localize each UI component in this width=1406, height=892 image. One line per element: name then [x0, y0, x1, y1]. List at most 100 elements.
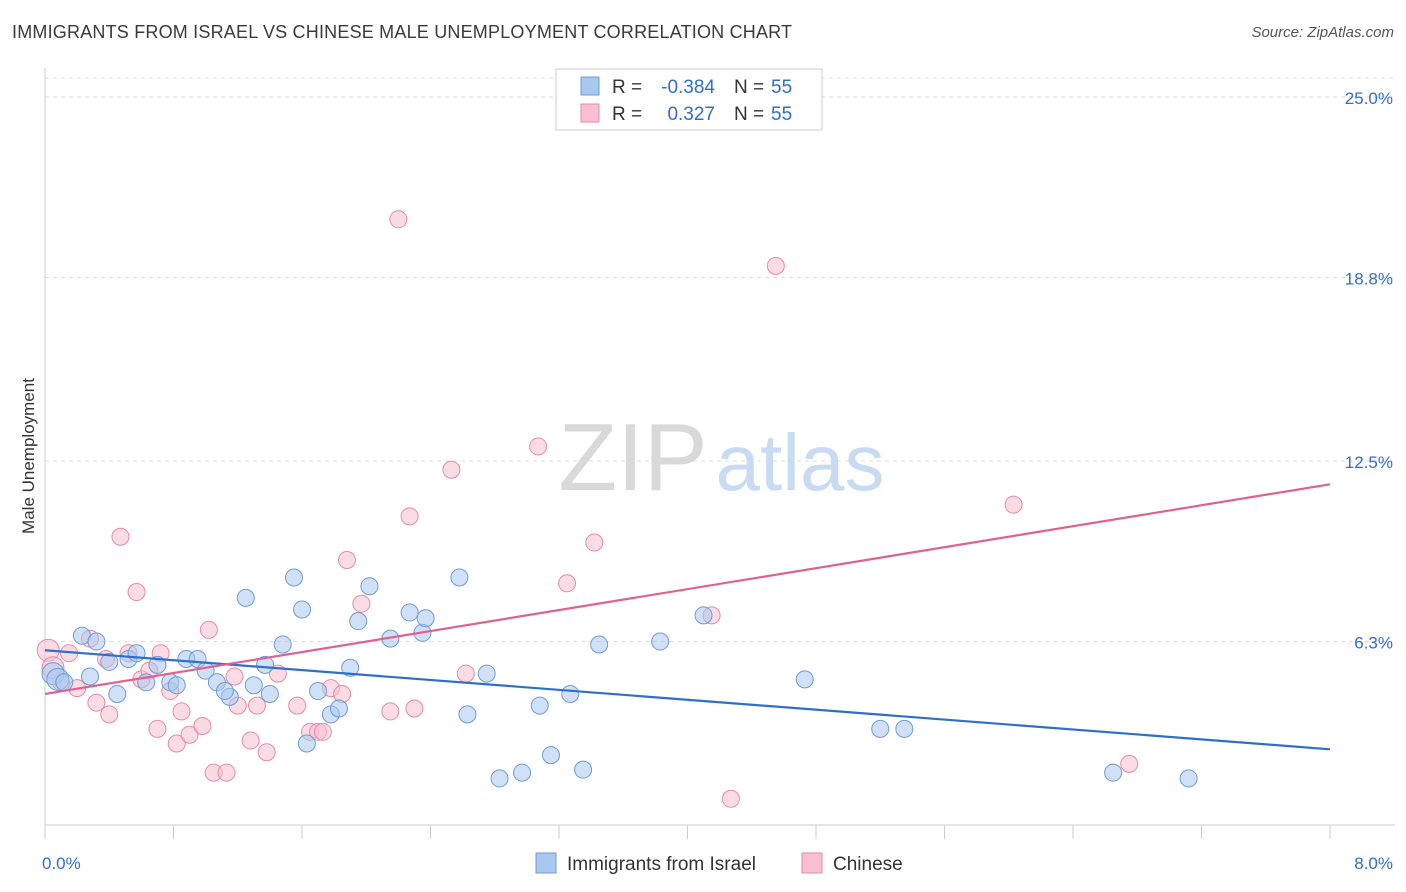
- chinese-point: [127, 583, 146, 602]
- chinese-point: [442, 460, 461, 479]
- israel-point: [450, 568, 469, 587]
- israel-point: [329, 699, 348, 718]
- israel-point: [400, 603, 419, 622]
- israel-point: [795, 670, 814, 689]
- israel-point: [309, 682, 328, 701]
- israel-point: [513, 763, 532, 782]
- chinese-point: [199, 620, 218, 639]
- israel-point: [871, 719, 890, 738]
- israel-point: [1104, 763, 1123, 782]
- chinese-point: [100, 705, 119, 724]
- israel-point: [1179, 769, 1198, 788]
- israel-point: [273, 635, 292, 654]
- israel-point: [541, 746, 560, 765]
- chinese-point: [405, 699, 424, 718]
- stats-israel-n-label: N =: [734, 77, 764, 98]
- israel-point: [236, 588, 255, 607]
- y-axis-label: Male Unemployment: [19, 378, 38, 534]
- legend-israel-swatch[interactable]: [535, 852, 557, 874]
- chinese-point: [456, 664, 475, 683]
- x-tick-label: 0.0%: [42, 854, 81, 873]
- israel-point: [284, 568, 303, 587]
- legend-israel-label[interactable]: Immigrants from Israel: [567, 854, 756, 875]
- israel-point: [148, 655, 167, 674]
- stats-legend-box: [555, 68, 823, 131]
- chinese-point: [193, 716, 212, 735]
- israel-point: [215, 682, 234, 701]
- trend-layer: [44, 483, 1331, 751]
- chinese-point: [721, 789, 740, 808]
- stats-israel-swatch: [580, 76, 600, 96]
- chinese-point: [148, 719, 167, 738]
- stats-israel-n-value: 55: [771, 77, 792, 98]
- israel-point: [256, 655, 275, 674]
- israel-point: [574, 760, 593, 779]
- watermark-atlas: atlas: [716, 418, 885, 507]
- chinese-point: [585, 533, 604, 552]
- chinese-point: [87, 693, 106, 712]
- chinese-point: [217, 763, 236, 782]
- chinese-trend-line: [44, 483, 1331, 696]
- israel-point: [244, 676, 263, 695]
- y-tick-label: 25.0%: [1345, 89, 1393, 108]
- grid-layer: [45, 77, 1395, 643]
- chinese-point: [400, 507, 419, 526]
- israel-point: [87, 632, 106, 651]
- chinese-point: [352, 594, 371, 613]
- chinese-point: [313, 722, 332, 741]
- israel-point: [694, 606, 713, 625]
- legend-chinese-swatch[interactable]: [801, 852, 823, 874]
- y-tick-label: 18.8%: [1345, 270, 1393, 289]
- chinese-point: [180, 725, 199, 744]
- stats-chinese-n-value: 55: [771, 104, 792, 125]
- chinese-point: [248, 696, 267, 715]
- israel-point: [651, 632, 670, 651]
- stats-chinese-r-value: 0.327: [667, 104, 715, 125]
- israel-point: [360, 577, 379, 596]
- stats-chinese-n-label: N =: [734, 104, 764, 125]
- israel-point: [297, 734, 316, 753]
- stats-chinese-r-label: R =: [612, 104, 642, 125]
- chinese-point: [172, 702, 191, 721]
- israel-point: [293, 600, 311, 619]
- israel-point: [341, 658, 360, 677]
- israel-point: [108, 684, 127, 703]
- israel-point: [895, 719, 914, 738]
- series-legend: Immigrants from Israel Chinese: [535, 852, 903, 875]
- chinese-point: [257, 743, 276, 762]
- israel-point: [530, 696, 549, 715]
- y-tick-label: 12.5%: [1345, 453, 1393, 472]
- chinese-point: [225, 667, 244, 686]
- israel-point: [260, 684, 279, 703]
- chinese-point: [167, 734, 186, 753]
- chinese-point: [381, 702, 400, 721]
- axis-layer: 6.3% 12.5% 18.8% 25.0% 0.0% 8.0%: [42, 68, 1395, 873]
- stats-israel-r-label: R =: [612, 77, 642, 98]
- chinese-point: [1120, 754, 1139, 773]
- chart-source: Source: ZipAtlas.com: [1251, 24, 1394, 41]
- chinese-point: [558, 574, 577, 593]
- chinese-point: [529, 437, 548, 456]
- israel-trend-line: [44, 649, 1331, 751]
- stats-israel-r-value: -0.384: [661, 77, 715, 98]
- israel-point: [590, 635, 609, 654]
- x-tick-label: 8.0%: [1354, 854, 1393, 873]
- chinese-point: [389, 210, 408, 229]
- israel-point: [80, 667, 99, 686]
- stats-chinese-swatch: [580, 103, 600, 123]
- legend-chinese-label[interactable]: Chinese: [833, 854, 903, 875]
- chinese-point: [337, 551, 356, 570]
- israel-point: [55, 673, 74, 692]
- chinese-point: [111, 527, 130, 546]
- israel-point: [127, 644, 146, 663]
- chart-title: IMMIGRANTS FROM ISRAEL VS CHINESE MALE U…: [12, 22, 793, 42]
- israel-point: [490, 769, 509, 788]
- chinese-point: [333, 684, 352, 703]
- israel-point: [349, 612, 368, 631]
- watermark: ZIP atlas: [558, 404, 884, 511]
- watermark-zip: ZIP: [558, 404, 707, 511]
- chinese-point: [288, 696, 307, 715]
- israel-point: [477, 664, 496, 683]
